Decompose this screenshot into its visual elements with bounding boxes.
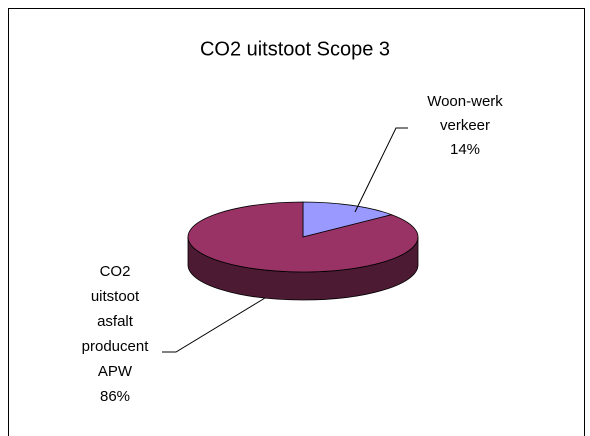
slice-label-line: verkeer xyxy=(440,117,490,134)
slice-label: CO2 uitstoot asfalt producent APW xyxy=(82,263,150,380)
slice-label: Woon-werk verkeer xyxy=(427,93,503,134)
slice-value-label: 14% xyxy=(450,141,480,158)
slice-label-line: producent xyxy=(82,338,150,355)
pie: Woon-werk verkeer 14% CO2 uitstoot asfalt prod… xyxy=(82,93,504,405)
slice-label-line: asfalt xyxy=(97,313,134,330)
leader-line xyxy=(354,127,408,213)
slice-value-label: 86% xyxy=(100,388,130,405)
slice-label-line: uitstoot xyxy=(91,288,140,305)
slice-label-line: CO2 xyxy=(100,263,131,280)
slice-label-line: APW xyxy=(98,363,133,380)
pie-slice xyxy=(187,201,419,273)
chart-title: CO2 uitstoot Scope 3 xyxy=(200,38,390,60)
pie-slice xyxy=(302,201,393,238)
slice-label-line: Woon-werk xyxy=(427,93,503,110)
leader-line xyxy=(162,297,266,353)
